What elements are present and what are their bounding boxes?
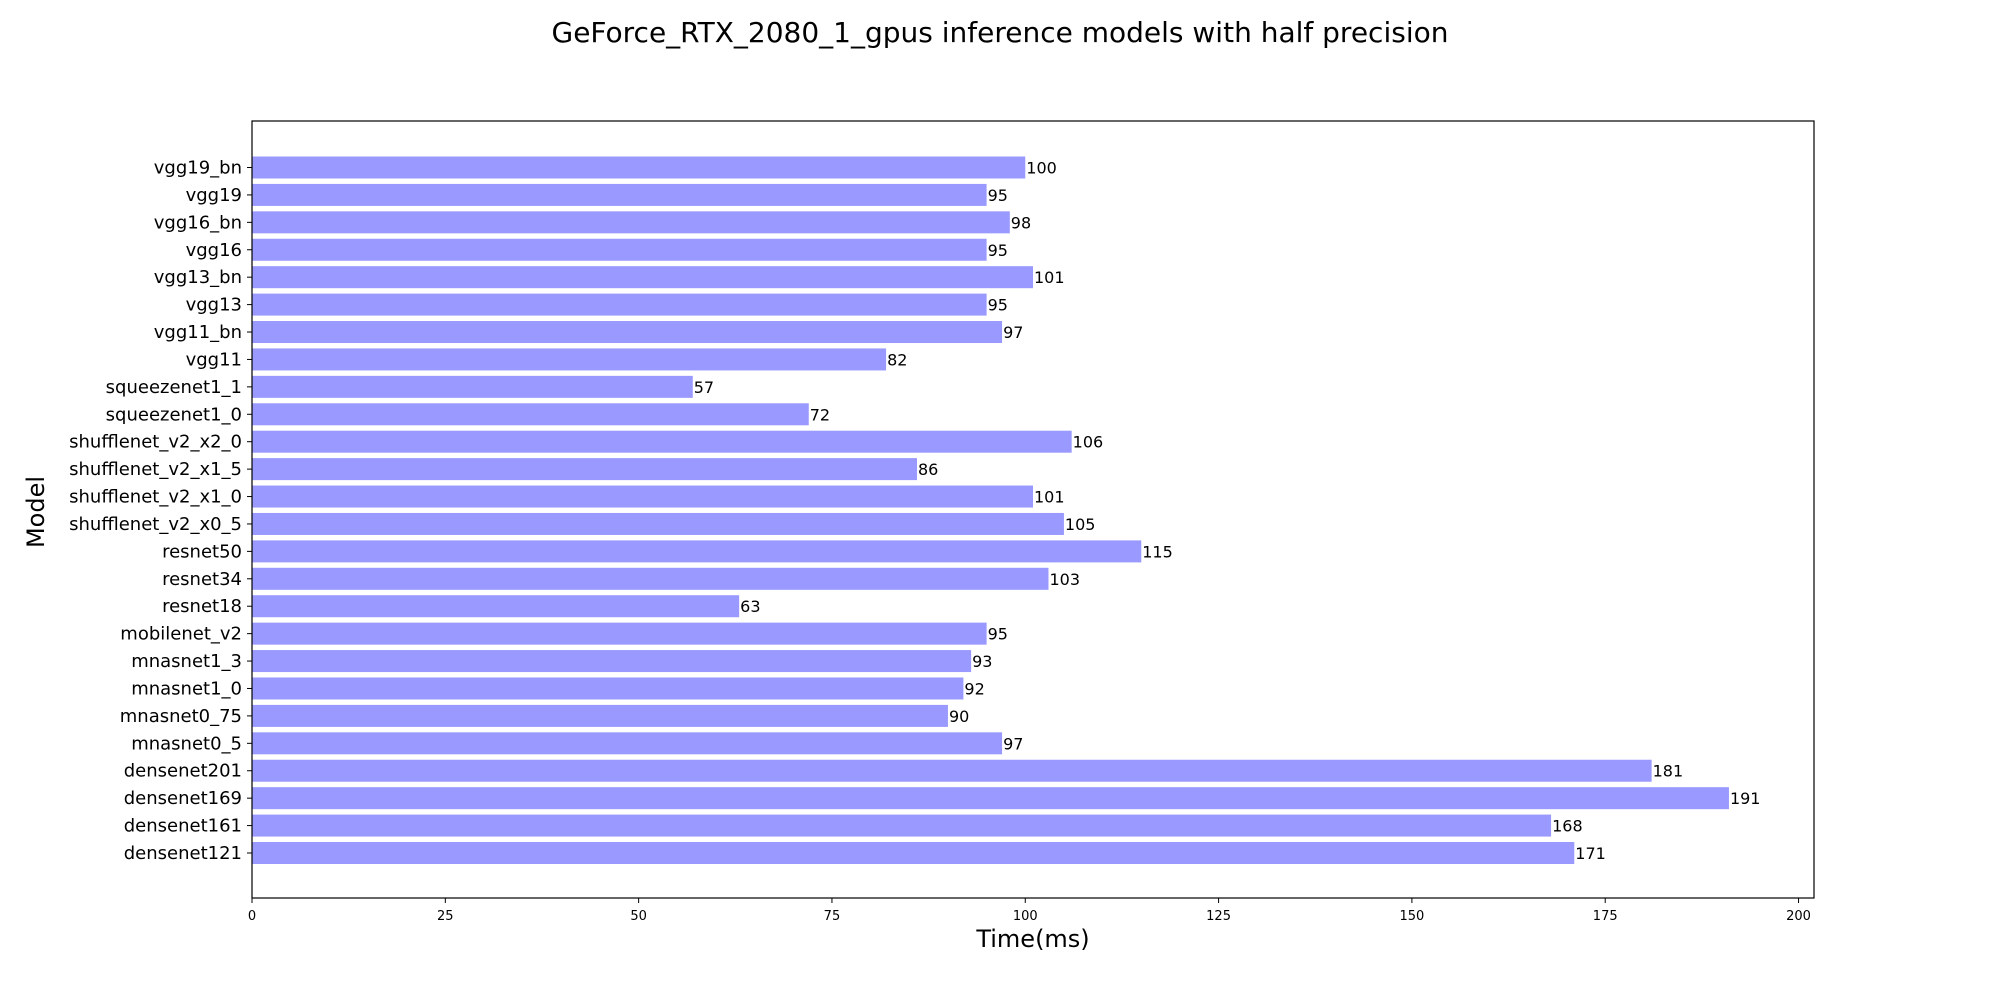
x-tick-label-200: 200 bbox=[1786, 909, 1811, 924]
y-tick-label-densenet161: densenet161 bbox=[124, 816, 242, 837]
y-tick-label-shufflenet_v2_x2_0: shufflenet_v2_x2_0 bbox=[69, 432, 242, 453]
bar-vgg19 bbox=[252, 183, 987, 206]
y-tick-label-squeezenet1_0: squeezenet1_0 bbox=[106, 404, 242, 425]
data-label-shufflenet_v2_x0_5: 105 bbox=[1065, 515, 1096, 534]
y-tick-label-resnet34: resnet34 bbox=[162, 569, 242, 590]
bar-vgg11 bbox=[252, 348, 887, 371]
bar-densenet121 bbox=[252, 842, 1575, 864]
data-label-squeezenet1_1: 57 bbox=[694, 378, 714, 397]
bars-layer: 1009598951019597825772106861011051151036… bbox=[252, 156, 1761, 864]
data-label-mobilenet_v2: 95 bbox=[988, 625, 1008, 644]
data-label-mnasnet0_75: 90 bbox=[949, 707, 969, 726]
x-tick-label-0: 0 bbox=[248, 909, 256, 924]
data-label-squeezenet1_0: 72 bbox=[810, 405, 830, 424]
bar-vgg16 bbox=[252, 238, 987, 261]
x-tick-label-25: 25 bbox=[437, 909, 454, 924]
bar-vgg13 bbox=[252, 293, 987, 316]
y-tick-label-shufflenet_v2_x1_0: shufflenet_v2_x1_0 bbox=[69, 487, 242, 508]
bar-shufflenet_v2_x0_5 bbox=[252, 512, 1064, 535]
data-label-shufflenet_v2_x1_5: 86 bbox=[918, 460, 938, 479]
data-label-vgg13: 95 bbox=[988, 296, 1008, 315]
y-tick-label-vgg13_bn: vgg13_bn bbox=[154, 267, 242, 288]
data-label-resnet34: 103 bbox=[1049, 570, 1080, 589]
y-tick-label-densenet169: densenet169 bbox=[124, 788, 242, 809]
y-tick-label-vgg19_bn: vgg19_bn bbox=[154, 158, 242, 179]
bar-mnasnet1_3 bbox=[252, 650, 972, 673]
bar-mnasnet1_0 bbox=[252, 677, 964, 700]
y-tick-label-mnasnet0_5: mnasnet0_5 bbox=[131, 733, 242, 754]
data-label-mnasnet1_3: 93 bbox=[972, 652, 992, 671]
y-tick-label-vgg11: vgg11 bbox=[186, 349, 242, 370]
data-label-vgg13_bn: 101 bbox=[1034, 268, 1065, 287]
y-tick-label-vgg16: vgg16 bbox=[186, 240, 242, 261]
y-tick-label-vgg19: vgg19 bbox=[186, 185, 242, 206]
bar-mnasnet0_75 bbox=[252, 704, 948, 727]
x-ticks: 0 25 50 75 100 125 150 175 200 bbox=[248, 898, 1811, 924]
x-axis-label: Time(ms) bbox=[975, 925, 1089, 953]
bar-squeezenet1_0 bbox=[252, 403, 809, 426]
x-tick-label-75: 75 bbox=[824, 909, 841, 924]
data-label-densenet201: 181 bbox=[1653, 762, 1684, 781]
bar-densenet201 bbox=[252, 759, 1652, 782]
x-tick-label-150: 150 bbox=[1399, 909, 1424, 924]
y-tick-label-shufflenet_v2_x1_5: shufflenet_v2_x1_5 bbox=[69, 459, 242, 480]
bar-resnet18 bbox=[252, 595, 740, 618]
data-label-densenet161: 168 bbox=[1552, 817, 1583, 836]
x-tick-label-100: 100 bbox=[1013, 909, 1038, 924]
bar-shufflenet_v2_x2_0 bbox=[252, 430, 1072, 453]
data-label-vgg16_bn: 98 bbox=[1011, 213, 1031, 232]
plot-frame bbox=[251, 120, 1815, 899]
y-tick-label-vgg11_bn: vgg11_bn bbox=[154, 322, 242, 343]
y-tick-label-mobilenet_v2: mobilenet_v2 bbox=[120, 624, 242, 645]
y-axis-label: Model bbox=[22, 476, 50, 548]
y-tick-label-mnasnet1_3: mnasnet1_3 bbox=[131, 651, 242, 672]
chart-title: GeForce_RTX_2080_1_gpus inference models… bbox=[552, 16, 1449, 49]
y-tick-label-densenet121: densenet121 bbox=[124, 843, 242, 864]
data-label-vgg16: 95 bbox=[988, 241, 1008, 260]
bar-squeezenet1_1 bbox=[252, 375, 693, 398]
y-tick-label-mnasnet1_0: mnasnet1_0 bbox=[131, 678, 242, 699]
bar-densenet169 bbox=[252, 787, 1729, 810]
bar-resnet34 bbox=[252, 567, 1049, 590]
y-tick-label-resnet50: resnet50 bbox=[162, 541, 242, 562]
data-label-vgg19: 95 bbox=[988, 186, 1008, 205]
bar-vgg11_bn bbox=[252, 321, 1003, 344]
data-label-shufflenet_v2_x2_0: 106 bbox=[1073, 433, 1104, 452]
y-tick-label-shufflenet_v2_x0_5: shufflenet_v2_x0_5 bbox=[69, 514, 242, 535]
bar-mobilenet_v2 bbox=[252, 622, 987, 645]
y-tick-label-squeezenet1_1: squeezenet1_1 bbox=[106, 377, 242, 398]
data-label-vgg19_bn: 100 bbox=[1026, 159, 1057, 178]
y-tick-label-vgg13: vgg13 bbox=[186, 295, 242, 316]
y-tick-label-resnet18: resnet18 bbox=[162, 596, 242, 617]
bar-vgg13_bn bbox=[252, 266, 1033, 289]
bar-mnasnet0_5 bbox=[252, 732, 1003, 755]
data-label-resnet18: 63 bbox=[740, 597, 760, 616]
bar-densenet161 bbox=[252, 814, 1552, 837]
x-tick-label-175: 175 bbox=[1593, 909, 1618, 924]
x-tick-label-125: 125 bbox=[1206, 909, 1231, 924]
data-label-resnet50: 115 bbox=[1142, 542, 1173, 561]
data-label-densenet169: 191 bbox=[1730, 789, 1761, 808]
data-label-densenet121: 171 bbox=[1575, 844, 1606, 863]
data-label-vgg11_bn: 97 bbox=[1003, 323, 1023, 342]
y-tick-label-vgg16_bn: vgg16_bn bbox=[154, 212, 242, 233]
data-label-shufflenet_v2_x1_0: 101 bbox=[1034, 488, 1065, 507]
data-label-mnasnet1_0: 92 bbox=[964, 679, 984, 698]
y-tick-label-densenet201: densenet201 bbox=[124, 761, 242, 782]
bar-vgg16_bn bbox=[252, 211, 1010, 234]
bar-shufflenet_v2_x1_5 bbox=[252, 458, 918, 481]
y-tick-labels: vgg19_bn vgg19 vgg16_bn vgg16 vgg13_bn vgg13 v… bbox=[69, 158, 252, 864]
bar-resnet50 bbox=[252, 540, 1142, 563]
x-tick-label-50: 50 bbox=[630, 909, 647, 924]
bar-shufflenet_v2_x1_0 bbox=[252, 485, 1033, 508]
data-label-mnasnet0_5: 97 bbox=[1003, 734, 1023, 753]
bar-vgg19_bn bbox=[252, 156, 1026, 179]
data-label-vgg11: 82 bbox=[887, 350, 907, 369]
y-tick-label-mnasnet0_75: mnasnet0_75 bbox=[120, 706, 242, 727]
